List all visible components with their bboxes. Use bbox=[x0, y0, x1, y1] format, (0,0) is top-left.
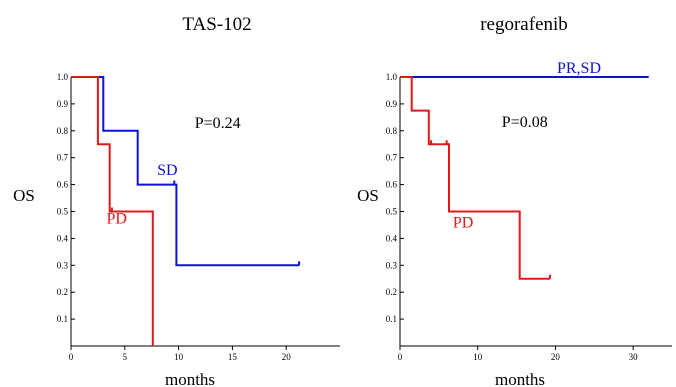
y-tick-label: 0.9 bbox=[386, 99, 398, 109]
y-axis-label: OS bbox=[13, 186, 35, 205]
y-tick-label: 0.6 bbox=[57, 180, 69, 190]
y-tick-label: 0.1 bbox=[386, 314, 397, 324]
y-tick-label: 0.8 bbox=[57, 126, 69, 136]
y-tick-label: 0.5 bbox=[57, 207, 69, 217]
annotation-pd: PD bbox=[107, 211, 127, 228]
plot-area: 0.1 0.2 0.3 0.4 0.5 0.6 0.7 0.8 0.9 1.0 0 10 20 30 P=0… bbox=[386, 60, 672, 362]
y-tick-label: 0.5 bbox=[386, 207, 398, 217]
y-tick-label: 0.2 bbox=[386, 287, 397, 297]
x-tick-label: 0 bbox=[398, 352, 403, 362]
tas-102-panel: TAS-102 OS months 0.10.20.30.40.50.60.70… bbox=[13, 14, 340, 387]
x-tick-label: 20 bbox=[551, 352, 561, 362]
x-tick-label: 30 bbox=[629, 352, 639, 362]
y-tick-label: 0.4 bbox=[57, 233, 69, 243]
x-tick-label: 10 bbox=[473, 352, 483, 362]
annotation-p-0-08: P=0.08 bbox=[502, 114, 548, 131]
regorafenib-panel: regorafenib OS months 0.1 0.2 0.3 0.4 0.5 0.6… bbox=[357, 14, 672, 387]
x-tick-label: 5 bbox=[123, 352, 128, 362]
y-tick-label: 0.3 bbox=[386, 260, 398, 270]
y-tick-label: 0.1 bbox=[57, 314, 68, 324]
annotation-p-0-24: P=0.24 bbox=[195, 115, 241, 132]
y-tick-label: 0.9 bbox=[57, 99, 69, 109]
panel-title: regorafenib bbox=[480, 14, 568, 35]
y-tick-label: 0.7 bbox=[57, 153, 69, 163]
x-axis-label: months bbox=[495, 370, 545, 387]
y-tick-label: 0.3 bbox=[57, 260, 69, 270]
y-tick-label: 0.6 bbox=[386, 180, 398, 190]
y-tick-label: 0.7 bbox=[386, 153, 398, 163]
annotation-pd: PD bbox=[453, 215, 473, 232]
x-tick-label: 10 bbox=[174, 352, 184, 362]
curve-sd bbox=[71, 76, 300, 267]
y-tick-label: 1.0 bbox=[386, 72, 398, 82]
y-tick-label: 1.0 bbox=[57, 72, 69, 82]
y-axis-label: OS bbox=[357, 186, 379, 205]
curve-pd bbox=[71, 76, 154, 346]
annotation-pr-sd: PR,SD bbox=[557, 60, 601, 77]
y-tick-label: 0.4 bbox=[386, 233, 398, 243]
x-tick-label: 20 bbox=[282, 352, 292, 362]
annotation-sd: SD bbox=[157, 162, 177, 179]
x-tick-label: 15 bbox=[228, 352, 238, 362]
x-axis-label: months bbox=[165, 370, 215, 387]
x-tick-label: 0 bbox=[69, 352, 74, 362]
curve-pd bbox=[400, 76, 550, 280]
panel-title: TAS-102 bbox=[182, 14, 251, 35]
plot-area: 0.1 0.2 0.3 0.4 0.5 0.6 0.7 0.8 0.9 1.0 0 5 10 15 20 P=… bbox=[57, 72, 340, 362]
y-tick-label: 0.2 bbox=[57, 287, 68, 297]
y-tick-label: 0.8 bbox=[386, 126, 398, 136]
